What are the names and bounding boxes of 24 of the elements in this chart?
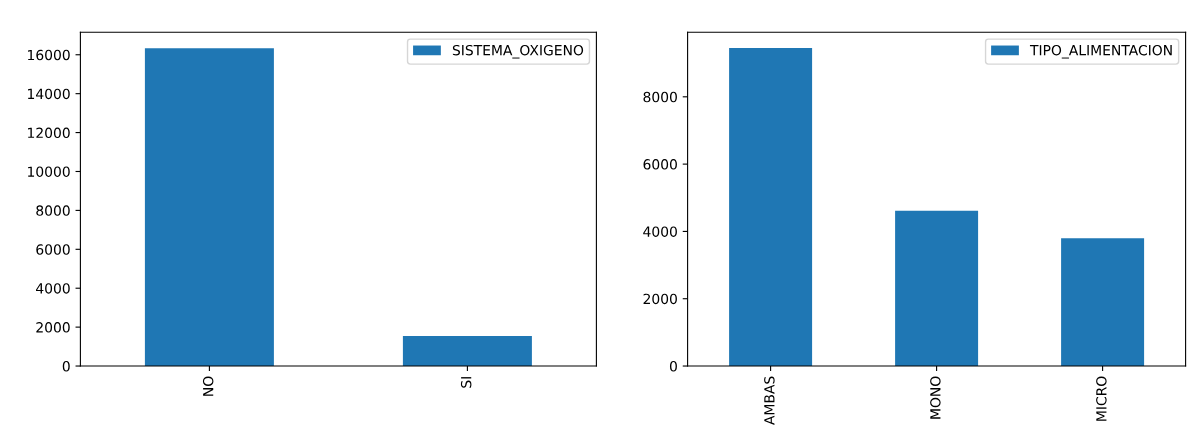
bar xyxy=(729,48,813,367)
y-tick-label: 2000 xyxy=(643,293,677,305)
y-tick-label: 8000 xyxy=(36,205,70,216)
y-tick-label: 6000 xyxy=(643,159,677,170)
y-tick-label: 6000 xyxy=(36,244,70,255)
y-tick-label: 16000 xyxy=(28,49,70,61)
y-tick-label: 8000 xyxy=(643,91,677,103)
x-tick-label: NO xyxy=(202,376,214,396)
bar xyxy=(895,210,979,367)
x-tick-label: MICRO xyxy=(1096,376,1107,421)
y-tick-label: 14000 xyxy=(28,88,70,100)
legend-label: TIPO_ALIMENTACION xyxy=(1029,44,1172,59)
y-tick-label: 2000 xyxy=(36,322,70,333)
y-tick-label: 0 xyxy=(669,361,677,372)
bar xyxy=(1061,238,1145,367)
legend-label: SISTEMA_OXIGENO xyxy=(452,44,584,59)
y-tick-label: 4000 xyxy=(36,283,70,294)
x-tick-label: SI xyxy=(460,377,472,388)
y-tick-label: 10000 xyxy=(28,166,70,177)
x-tick-label: MONO xyxy=(930,376,941,419)
y-tick-label: 12000 xyxy=(28,127,70,139)
x-tick-label: AMBAS xyxy=(764,376,775,425)
y-tick-label: 4000 xyxy=(643,226,677,237)
y-tick-label: 0 xyxy=(62,361,70,372)
